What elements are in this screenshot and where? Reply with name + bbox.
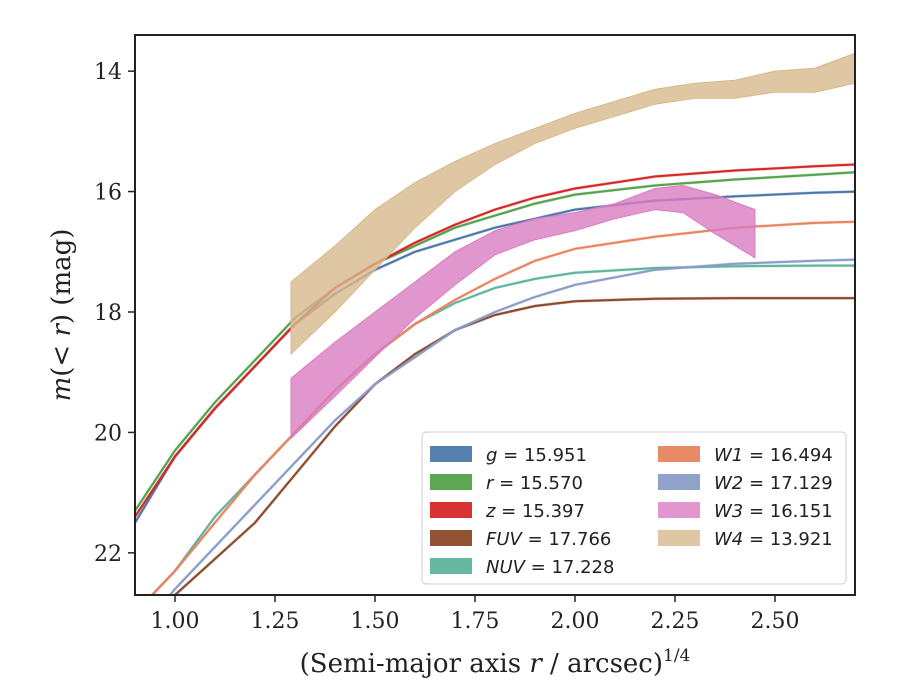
y-axis-title-close: ) xyxy=(47,314,77,324)
series-w1-line xyxy=(150,220,855,595)
y-axis-title-m: m xyxy=(47,377,77,402)
x-tick-label: 2.50 xyxy=(751,609,800,634)
y-axis: 14 16 18 20 22 xyxy=(94,60,135,567)
x-axis-title-var: r xyxy=(529,649,543,679)
x-axis-title-sup: 1/4 xyxy=(663,646,690,666)
legend: g = 15.951 r = 15.570 z = 15.397 FUV = 17.7… xyxy=(421,431,847,585)
plot-area xyxy=(135,52,855,595)
legend-label-w1: W1 = 16.494 xyxy=(714,445,833,466)
legend-label-nuv: NUV = 17.228 xyxy=(486,557,614,578)
series-z-line xyxy=(135,163,855,518)
legend-swatch-r xyxy=(430,474,472,490)
series-fuv-line xyxy=(173,297,855,595)
x-axis: 1.00 1.25 1.50 1.75 2.00 2.25 2.50 xyxy=(151,595,800,634)
legend-label-w4: W4 = 13.921 xyxy=(714,529,833,550)
y-tick-label: 14 xyxy=(94,60,122,85)
series-w4-band xyxy=(290,52,855,356)
x-tick-label: 2.25 xyxy=(651,609,700,634)
series-w2-line xyxy=(168,258,855,595)
y-axis-title-unit: (mag) xyxy=(47,229,77,314)
series-w3-band xyxy=(290,184,756,440)
legend-label-w2: W2 = 17.129 xyxy=(714,473,833,494)
legend-label-w3: W3 = 16.151 xyxy=(714,501,833,522)
series-r-line xyxy=(135,171,855,512)
y-axis-title: m(< r) (mag) xyxy=(47,229,77,402)
legend-swatch-g xyxy=(430,446,472,462)
x-tick-label: 2.00 xyxy=(551,609,600,634)
y-axis-title-r: r xyxy=(47,323,77,337)
x-tick-label: 1.00 xyxy=(151,609,200,634)
x-axis-title: (Semi-major axis r / arcsec)1/4 xyxy=(300,646,691,679)
y-tick-label: 20 xyxy=(94,421,122,446)
x-tick-label: 1.75 xyxy=(451,609,500,634)
legend-swatch-fuv xyxy=(430,530,472,546)
legend-swatch-w3 xyxy=(658,502,700,518)
x-tick-label: 1.50 xyxy=(351,609,400,634)
plot-frame xyxy=(134,34,856,596)
legend-swatch-w1 xyxy=(658,446,700,462)
x-axis-title-pre: (Semi-major axis xyxy=(300,649,530,679)
legend-label-r: r = 15.570 xyxy=(486,473,583,494)
y-tick-label: 16 xyxy=(94,181,122,206)
y-axis-title-open: ( xyxy=(47,367,77,377)
y-tick-label: 22 xyxy=(94,542,122,567)
legend-swatch-nuv xyxy=(430,558,472,574)
x-axis-title-post: / arcsec) xyxy=(542,649,663,679)
legend-label-fuv: FUV = 17.766 xyxy=(486,529,611,550)
y-axis-title-lt: < xyxy=(47,337,77,367)
legend-box xyxy=(421,431,847,585)
legend-swatch-w4 xyxy=(658,530,700,546)
x-tick-label: 1.25 xyxy=(251,609,300,634)
legend-swatch-w2 xyxy=(658,474,700,490)
legend-label-g: g = 15.951 xyxy=(486,445,587,466)
legend-swatch-z xyxy=(430,502,472,518)
y-tick-label: 18 xyxy=(94,301,122,326)
legend-label-z: z = 15.397 xyxy=(485,501,585,522)
